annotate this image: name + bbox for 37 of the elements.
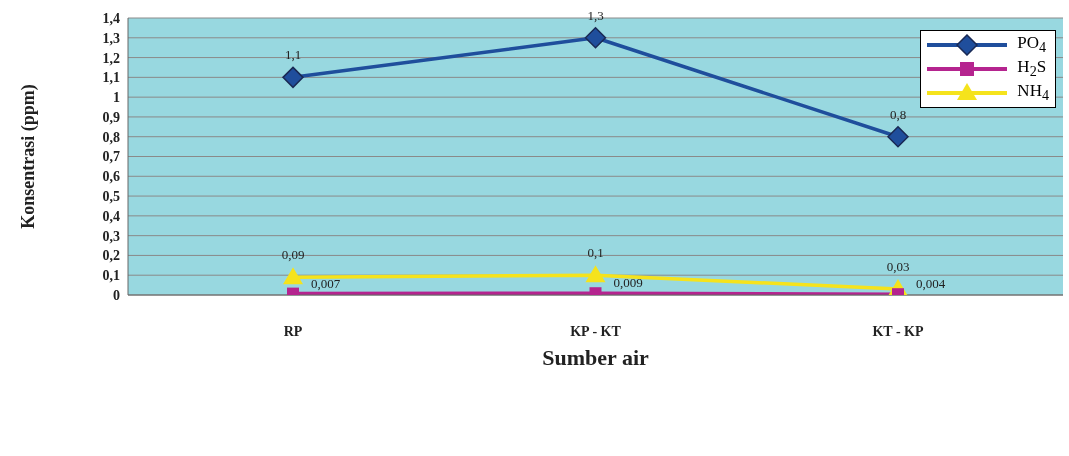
y-tick-label: 1,4 (102, 10, 120, 26)
y-tick-label: 1,2 (102, 50, 120, 66)
y-tick-label: 0,7 (102, 149, 120, 165)
x-axis-title: Sumber air (542, 345, 649, 370)
y-tick-label: 0,6 (102, 169, 120, 185)
y-tick-label: 0,9 (102, 109, 120, 125)
data-label: 0,1 (587, 245, 604, 261)
point (282, 66, 304, 89)
x-tick-label: KP - KT (570, 323, 622, 339)
point (887, 125, 909, 148)
data-label: 0,004 (916, 276, 946, 292)
data-label: 0,007 (311, 275, 341, 291)
y-tick-label: 0,3 (102, 228, 120, 244)
point (283, 267, 303, 285)
point (584, 27, 607, 49)
y-tick-label: 0,5 (102, 189, 120, 205)
y-tick-label: 0,4 (102, 208, 120, 224)
data-label: 0,009 (613, 275, 643, 291)
legend-label: NH$_{4}$ (1017, 81, 1049, 105)
data-label: 1,1 (284, 47, 302, 63)
y-tick-label: 0,2 (102, 248, 120, 264)
y-tick-label: 0,1 (102, 268, 120, 284)
x-tick-label: KT - KP (872, 323, 924, 339)
y-tick-label: 1,1 (102, 70, 120, 86)
y-tick-label: 1,3 (102, 30, 120, 46)
data-label: 0,09 (281, 247, 305, 263)
y-tick-label: 1 (113, 90, 120, 106)
x-tick-label: RP (283, 323, 303, 339)
y-axis-title: Konsentrasi (ppm) (18, 84, 40, 229)
data-label: 0,03 (886, 259, 910, 275)
point (585, 265, 606, 283)
data-label: 1,3 (587, 7, 604, 23)
y-tick-label: 0,8 (102, 129, 120, 145)
legend-label: H$_{2}$S (1017, 57, 1047, 81)
legend-label: PO$_{4}$ (1017, 33, 1047, 57)
y-tick-label: 0 (113, 287, 120, 303)
data-label: 0,8 (889, 106, 907, 122)
